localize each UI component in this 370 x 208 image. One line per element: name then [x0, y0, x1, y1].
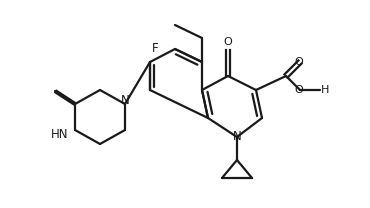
- Text: N: N: [233, 130, 241, 144]
- Text: HN: HN: [50, 128, 68, 140]
- Text: O: O: [223, 37, 232, 47]
- Text: N: N: [121, 94, 130, 106]
- Text: H: H: [321, 85, 329, 95]
- Text: O: O: [295, 57, 303, 67]
- Text: F: F: [152, 42, 158, 56]
- Text: O: O: [295, 85, 303, 95]
